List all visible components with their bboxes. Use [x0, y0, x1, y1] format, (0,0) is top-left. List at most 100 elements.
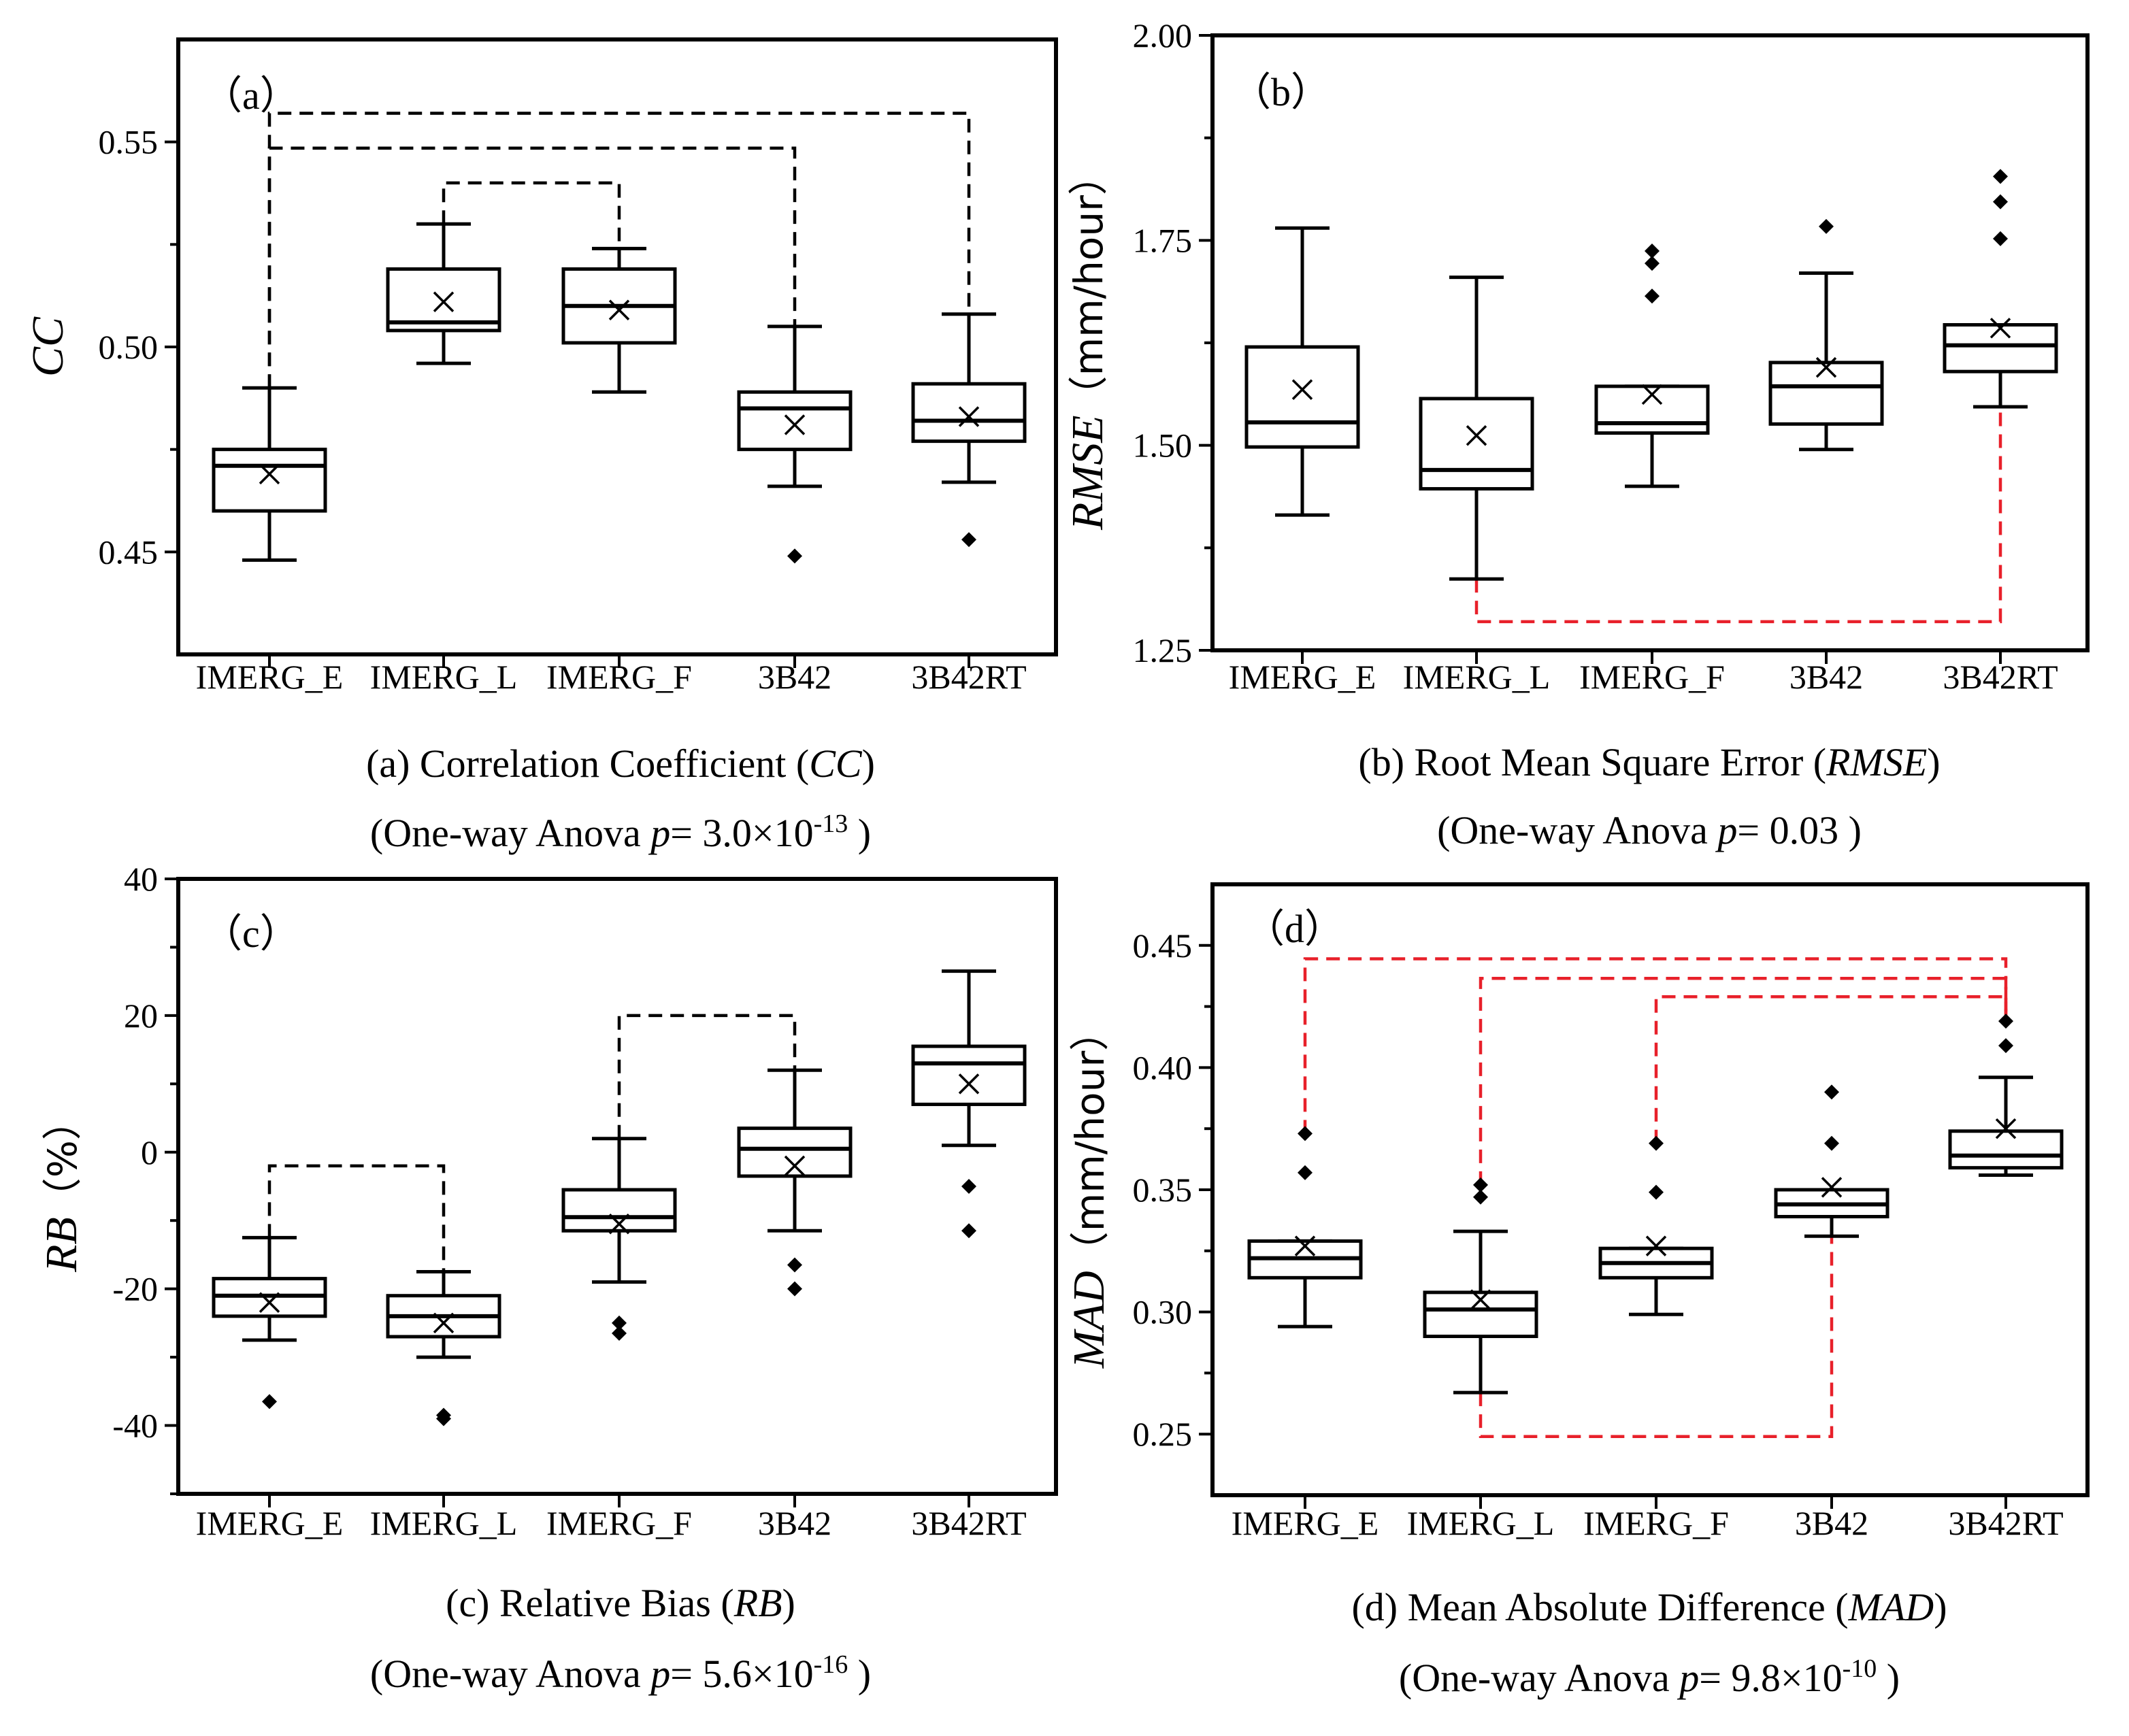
mean-marker — [958, 1073, 980, 1095]
mean-marker — [259, 463, 280, 485]
anova-part: p — [1715, 808, 1737, 852]
plot-frame — [176, 877, 1058, 1496]
anova-part: p — [648, 811, 670, 855]
caption-part: RMSE — [1826, 740, 1927, 784]
mean-marker — [1466, 424, 1487, 446]
box-3b42 — [1768, 218, 1884, 452]
caption-part: CC — [809, 741, 863, 786]
y-axis-label-unit: （mm/hour） — [1066, 156, 1112, 415]
panel-caption: (d) Mean Absolute Difference (MAD) — [1351, 1585, 1947, 1629]
panel-label: （a） — [203, 73, 299, 118]
y-axis-label: RMSE（mm/hour） — [1063, 156, 1112, 531]
outlier-point — [1993, 169, 2008, 184]
box-imerg-l — [1423, 1177, 1538, 1395]
x-tick-label: 3B42RT — [911, 1504, 1026, 1542]
box-imerg-e — [212, 386, 327, 562]
y-axis-label: CC — [23, 316, 73, 377]
y-tick-label: 1.50 — [1133, 427, 1193, 465]
panel-b: 1.25 1.50 1.75 2.00 IMERG_E IMERG_L IMERG_F 3B4… — [1063, 16, 2090, 852]
panel-label: （c） — [203, 912, 299, 956]
box-imerg-e — [1244, 226, 1360, 517]
box-imerg-l — [1419, 276, 1534, 581]
box-imerg-f — [561, 246, 677, 394]
panel-label: （b） — [1232, 70, 1330, 114]
box-iqr — [386, 267, 501, 333]
caption-part: (c) Relative Bias ( — [446, 1581, 734, 1625]
caption-part: (b) Root Mean Square Error ( — [1358, 740, 1826, 784]
y-tick-label: 20 — [124, 997, 158, 1035]
outlier-point — [787, 1281, 802, 1297]
box-iqr — [911, 1044, 1027, 1106]
significance-bracket — [1303, 957, 2008, 1134]
caption-part: ) — [862, 741, 875, 786]
x-tick-label: IMERG_E — [1232, 1504, 1379, 1542]
x-tick-label: 3B42 — [758, 1504, 831, 1542]
x-tick-label: IMERG_F — [546, 1504, 692, 1542]
panel-caption: (a) Correlation Coefficient (CC) — [366, 741, 875, 786]
y-axis-label-unit: （%） — [39, 1101, 86, 1217]
mean-marker — [1294, 1235, 1316, 1256]
box-imerg-e — [1247, 1126, 1363, 1329]
outlier-point — [1645, 288, 1660, 304]
outlier-point — [1998, 1038, 2013, 1054]
mean-marker — [1470, 1289, 1491, 1310]
x-tick-label: 3B42RT — [1948, 1504, 2063, 1542]
y-tick-label: 0.45 — [1133, 927, 1193, 965]
box-imerg-f — [561, 1137, 677, 1341]
mean-marker — [1645, 1235, 1667, 1256]
outlier-point — [1298, 1126, 1313, 1141]
box-imerg-l — [386, 222, 501, 365]
box-3b42 — [737, 1068, 853, 1297]
box-3b42rt — [1948, 1014, 2064, 1177]
mean-marker — [1990, 318, 2011, 339]
y-tick-label: -20 — [112, 1270, 158, 1308]
panel-caption: (c) Relative Bias (RB) — [446, 1581, 795, 1625]
y-tick-label: 0.30 — [1133, 1293, 1193, 1331]
caption-part: MAD — [1848, 1585, 1934, 1629]
y-tick-label: 1.25 — [1133, 631, 1193, 669]
box-iqr — [737, 390, 853, 452]
box-3b42 — [1774, 1084, 1889, 1238]
mean-marker — [259, 1292, 280, 1313]
y-axis-label: RB（%） — [37, 1101, 86, 1273]
box-iqr — [1244, 345, 1360, 449]
y-tick-label: 0.50 — [99, 328, 159, 366]
y-axis-label-variable: RB — [37, 1217, 86, 1273]
x-tick-label: 3B42RT — [1943, 658, 2058, 696]
y-tick-label: 40 — [124, 860, 158, 898]
mean-marker — [433, 1312, 455, 1334]
anova-part: ) — [1838, 808, 1862, 852]
outlier-point — [961, 1179, 976, 1194]
x-tick-label: IMERG_F — [1579, 658, 1725, 696]
anova-part: (One-way Anova — [370, 811, 650, 855]
box-imerg-f — [1598, 1135, 1714, 1316]
anova-exponent: -10 — [1843, 1654, 1877, 1683]
x-tick-label: IMERG_F — [546, 658, 692, 696]
panel-label: （d） — [1245, 907, 1344, 951]
anova-caption: (One-way Anova p= 5.6×10-16 ) — [370, 1650, 871, 1696]
x-tick-label: IMERG_L — [1407, 1504, 1555, 1542]
outlier-point — [1298, 1165, 1313, 1180]
anova-exponent: -16 — [814, 1650, 848, 1679]
caption-part: ) — [782, 1581, 795, 1625]
outlier-point — [961, 532, 976, 548]
outlier-point — [262, 1394, 277, 1409]
y-axis-label-unit: （mm/hour） — [1067, 1012, 1113, 1271]
anova-part: ) — [1877, 1656, 1900, 1700]
significance-bracket — [442, 181, 621, 249]
box-3b42rt — [911, 969, 1027, 1239]
mean-marker — [433, 291, 455, 312]
box-3b42 — [737, 324, 853, 564]
outlier-point — [1649, 1135, 1664, 1151]
outlier-point — [961, 1223, 976, 1239]
box-iqr — [1943, 322, 2058, 373]
box-imerg-e — [212, 1235, 327, 1409]
caption-part: ) — [1927, 740, 1940, 784]
y-tick-label: 1.75 — [1133, 221, 1193, 259]
mean-marker — [608, 299, 630, 320]
mean-marker — [1291, 379, 1313, 400]
y-tick-label: 0 — [141, 1133, 158, 1171]
outlier-point — [1645, 256, 1660, 271]
anova-caption: (One-way Anova p= 9.8×10-10 ) — [1399, 1654, 1900, 1700]
